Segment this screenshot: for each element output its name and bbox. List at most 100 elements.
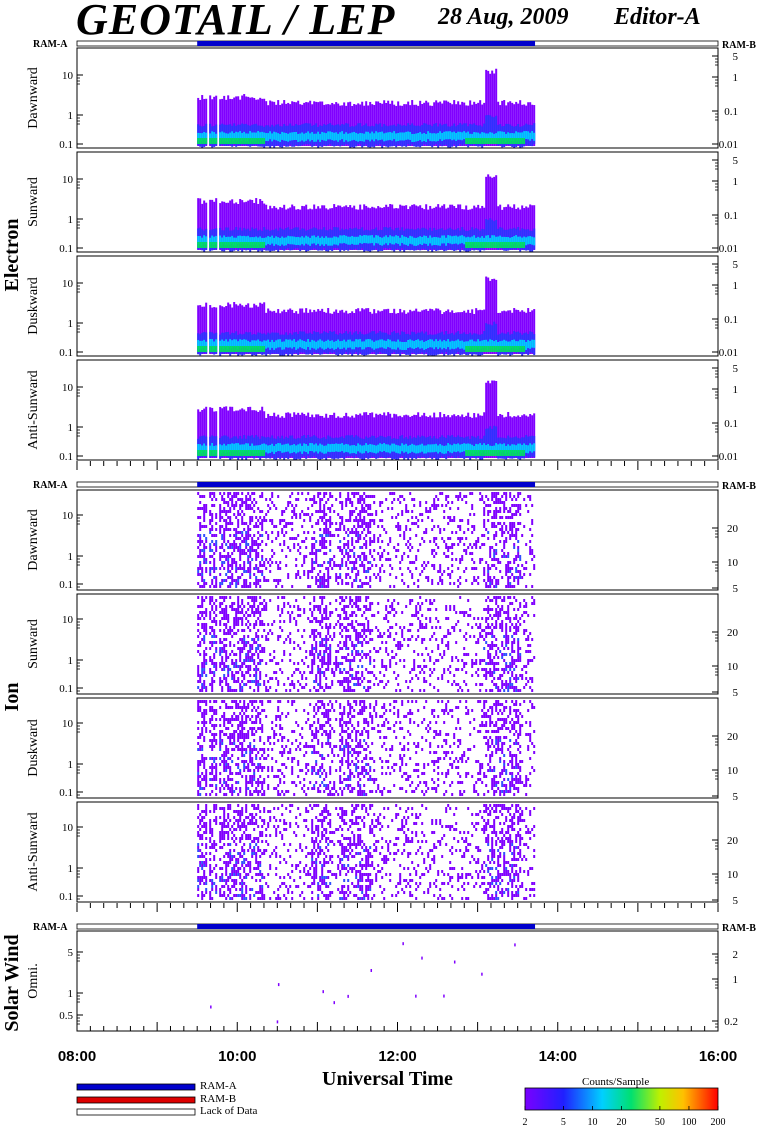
electron-dawnward-frame: [76, 47, 719, 149]
electron-sunward-left-tick-2: 0.1: [59, 243, 73, 255]
solar-wind-ram-left-label: RAM-A: [33, 922, 68, 933]
x-tick-label-0: 08:00: [58, 1048, 96, 1065]
electron-anti-sunward-left-tick-2: 0.1: [59, 451, 73, 463]
ion-sunward-right-tick-0: 20: [727, 627, 739, 639]
ion-dawnward-right-tick-1: 10: [727, 557, 739, 569]
solar-wind-omni--right-tick-0: 2: [733, 949, 739, 961]
x-tick-label-4: 16:00: [699, 1048, 737, 1065]
ion-dawnward-frame: [76, 489, 719, 591]
ion-ram-right-label: RAM-B: [722, 481, 756, 492]
electron-anti-sunward-left-tick-0: 10: [62, 382, 74, 394]
legend-label-ram-b: RAM-B: [200, 1093, 237, 1105]
electron-duskward-left-tick-2: 0.1: [59, 347, 73, 359]
ion-ram-left-label: RAM-A: [33, 480, 68, 491]
electron-sunward-left-tick-0: 10: [62, 174, 74, 186]
solar-wind-ram-a-coverage: [197, 924, 536, 929]
ion-sunward-left-tick-2: 0.1: [59, 683, 73, 695]
electron-sunward-label: Sunward: [26, 177, 41, 227]
electron-duskward-right-tick-3: 0.01: [719, 347, 738, 359]
ion-sunward-label: Sunward: [26, 619, 41, 669]
electron-dawnward-right-tick-3: 0.01: [719, 139, 738, 151]
title: GEOTAIL / LEP: [76, 0, 396, 44]
legend-label-lack-of-data: Lack of Data: [200, 1105, 258, 1117]
ion-anti-sunward-frame: [76, 801, 719, 903]
ion-anti-sunward-spectrogram: [197, 804, 536, 900]
electron-sunward-left-tick-1: 1: [68, 214, 74, 226]
ion-duskward-right-tick-1: 10: [727, 765, 739, 777]
ion-anti-sunward-label: Anti-Sunward: [26, 812, 41, 891]
colorbar-title: Counts/Sample: [582, 1076, 650, 1088]
electron-duskward-left-tick-0: 10: [62, 278, 74, 290]
electron-anti-sunward-right-tick-2: 0.1: [724, 418, 738, 430]
electron-sunward-right-tick-2: 0.1: [724, 210, 738, 222]
electron-anti-sunward-left-tick-1: 1: [68, 422, 74, 434]
electron-sunward-right-tick-1: 1: [733, 176, 739, 188]
ion-duskward-frame: [76, 697, 719, 799]
electron-dawnward-left-tick-0: 10: [62, 70, 74, 82]
ion-ram-a-coverage: [197, 482, 536, 487]
electron-anti-sunward-right-tick-0: 5: [733, 363, 739, 375]
electron-dawnward-spectrogram: [197, 68, 536, 148]
ion-sunward-frame: [76, 593, 719, 695]
ion-dawnward-spectrogram: [197, 492, 536, 588]
legend-label-ram-a: RAM-A: [200, 1080, 237, 1092]
ion-anti-sunward-right-tick-0: 20: [727, 835, 739, 847]
solar-wind-omni--frame: [76, 930, 719, 1032]
ion-anti-sunward-right-tick-2: 5: [733, 895, 739, 907]
electron-anti-sunward-spectrogram: [197, 380, 536, 460]
colorbar-tick-1: 5: [561, 1117, 566, 1128]
ion-sunward-left-tick-1: 1: [68, 655, 74, 667]
panels-layer: RAM-A RAM-BElectron1010.1510.10.01Dawnwar…: [1, 39, 756, 1128]
ion-sunward-spectrogram: [197, 596, 536, 692]
solar-wind-group-label: Solar Wind: [1, 934, 23, 1031]
electron-sunward-frame: [76, 151, 719, 253]
date-label: 28 Aug, 2009: [438, 4, 569, 30]
electron-duskward-right-tick-2: 0.1: [724, 314, 738, 326]
solar-wind-omni--label: Omni.: [26, 963, 41, 998]
x-tick-label-1: 10:00: [218, 1048, 256, 1065]
electron-duskward-frame: [76, 255, 719, 357]
colorbar-tick-3: 20: [617, 1117, 627, 1128]
electron-ram-a-coverage: [197, 41, 536, 46]
electron-group-label: Electron: [1, 219, 23, 292]
electron-duskward-spectrogram: [197, 276, 536, 356]
electron-duskward-left-tick-1: 1: [68, 318, 74, 330]
electron-dawnward-left-tick-2: 0.1: [59, 139, 73, 151]
ion-duskward-left-tick-1: 1: [68, 759, 74, 771]
legend-swatch-ram-a: [76, 1083, 196, 1091]
colorbar-tick-6: 200: [711, 1117, 726, 1128]
electron-dawnward-label: Dawnward: [26, 67, 41, 128]
ion-dawnward-left-tick-1: 1: [68, 551, 74, 563]
ion-dawnward-right-tick-0: 20: [727, 523, 739, 535]
electron-duskward-label: Duskward: [26, 277, 41, 335]
electron-ram-left-label: RAM-A: [33, 39, 68, 50]
ion-dawnward-left-tick-0: 10: [62, 510, 74, 522]
x-tick-label-3: 14:00: [539, 1048, 577, 1065]
ion-sunward-left-tick-0: 10: [62, 614, 74, 626]
solar-wind-omni--left-tick-0: 5: [68, 947, 74, 959]
legend-swatch-ram-b: [76, 1096, 196, 1104]
electron-dawnward-left-tick-1: 1: [68, 110, 74, 122]
solar-wind-omni--spectrogram: [210, 942, 516, 1024]
solar-wind-omni--right-tick-1: 1: [733, 974, 739, 986]
ion-dawnward-left-tick-2: 0.1: [59, 579, 73, 591]
ion-dawnward-label: Dawnward: [26, 509, 41, 570]
legend-swatch-lack-of-data: [76, 1108, 196, 1116]
solar-wind-omni--left-tick-2: 0.5: [59, 1010, 73, 1022]
electron-anti-sunward-frame: [76, 359, 719, 461]
electron-anti-sunward-label: Anti-Sunward: [26, 370, 41, 449]
electron-ram-right-label: RAM-B: [722, 40, 756, 51]
electron-anti-sunward-right-tick-1: 1: [733, 384, 739, 396]
electron-sunward-spectrogram: [197, 174, 536, 252]
electron-sunward-right-tick-3: 0.01: [719, 243, 738, 255]
electron-sunward-right-tick-0: 5: [733, 155, 739, 167]
solar-wind-omni--right-tick-2: 0.2: [724, 1016, 738, 1028]
solar-wind-omni--left-tick-1: 1: [68, 988, 74, 1000]
x-axis-title: Universal Time: [322, 1068, 453, 1090]
editor-label: Editor-A: [614, 4, 701, 30]
electron-anti-sunward-right-tick-3: 0.01: [719, 451, 738, 463]
ion-dawnward-right-tick-2: 5: [733, 583, 739, 595]
ion-duskward-left-tick-2: 0.1: [59, 787, 73, 799]
electron-duskward-right-tick-0: 5: [733, 259, 739, 271]
